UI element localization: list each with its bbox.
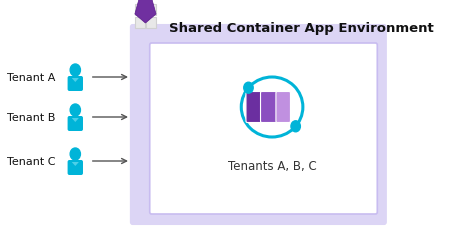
Circle shape xyxy=(291,121,301,132)
Polygon shape xyxy=(72,118,79,123)
Bar xyxy=(146,18,156,29)
Polygon shape xyxy=(72,79,79,83)
FancyBboxPatch shape xyxy=(131,26,386,224)
FancyBboxPatch shape xyxy=(68,77,83,92)
FancyBboxPatch shape xyxy=(261,92,278,123)
Text: Tenant C: Tenant C xyxy=(7,156,55,166)
Text: Tenant B: Tenant B xyxy=(7,112,55,123)
Bar xyxy=(135,5,144,16)
Bar xyxy=(135,18,144,29)
Circle shape xyxy=(70,148,80,160)
Bar xyxy=(146,5,156,16)
Text: Tenants A, B, C: Tenants A, B, C xyxy=(228,159,316,172)
Polygon shape xyxy=(72,162,79,166)
Text: Shared Container App Environment: Shared Container App Environment xyxy=(168,22,433,35)
Circle shape xyxy=(70,105,80,117)
Text: Tenant A: Tenant A xyxy=(7,73,55,83)
FancyBboxPatch shape xyxy=(276,92,291,123)
Circle shape xyxy=(70,65,80,77)
Circle shape xyxy=(244,83,253,94)
FancyBboxPatch shape xyxy=(246,92,264,123)
FancyBboxPatch shape xyxy=(150,44,377,214)
FancyBboxPatch shape xyxy=(68,117,83,131)
FancyBboxPatch shape xyxy=(68,160,83,175)
